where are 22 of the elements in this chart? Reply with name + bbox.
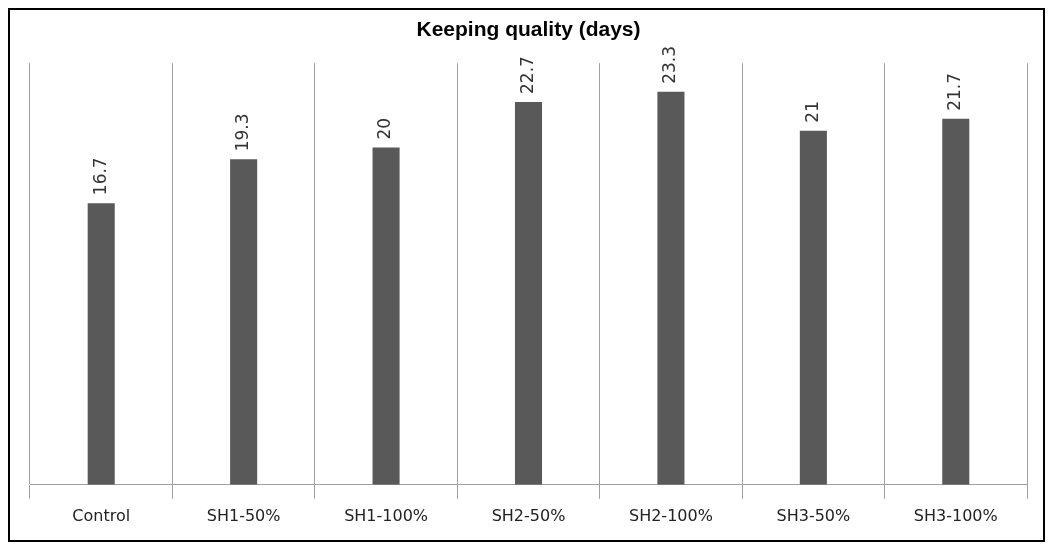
bar [87,203,115,485]
chart-title: Keeping quality (days) [416,17,641,41]
bar [230,159,258,485]
data-label: 19.3 [232,113,253,152]
bar [372,147,400,485]
bar [514,101,543,485]
data-label: 21 [801,101,822,123]
x-tick-label: Control [72,505,131,525]
bar [657,91,685,485]
bar [942,118,970,485]
x-tick-label: SH1-100% [344,505,429,525]
data-label: 20 [374,117,395,140]
x-tick-label: SH1-50% [206,505,281,525]
data-label: 22.7 [516,56,537,94]
data-label: 21.7 [944,72,965,111]
data-label: 23.3 [659,46,680,84]
data-label: 16.7 [89,157,110,196]
x-tick-label: SH3-50% [776,505,851,525]
x-tick-label: SH2-100% [628,505,713,525]
x-tick-label: SH2-50% [491,505,566,525]
bar [799,130,827,485]
x-tick-label: SH3-100% [913,505,998,525]
